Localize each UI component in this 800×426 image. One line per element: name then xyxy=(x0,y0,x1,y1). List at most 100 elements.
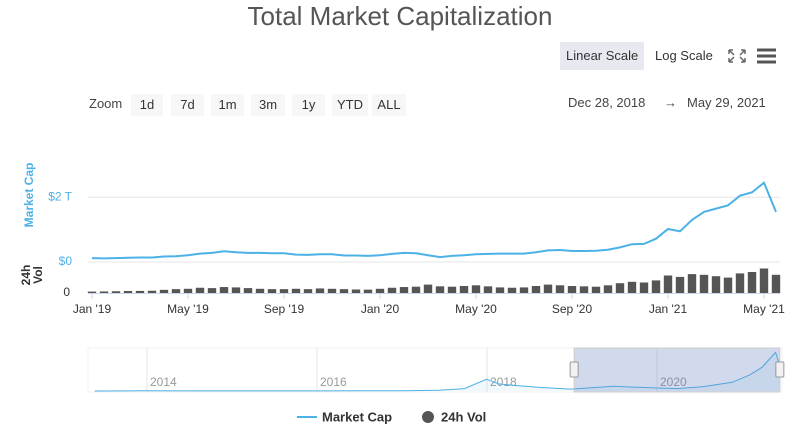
volume-bar xyxy=(495,287,505,293)
volume-bar xyxy=(423,284,433,293)
volume-bar xyxy=(243,288,253,293)
volume-bar xyxy=(555,285,565,293)
volume-bar xyxy=(159,289,169,293)
volume-bar xyxy=(351,289,361,293)
volume-bar xyxy=(267,289,277,293)
volume-bar xyxy=(327,288,337,293)
zoom-button[interactable]: 7d xyxy=(171,94,204,116)
volume-bar xyxy=(699,274,709,293)
fullscreen-icon[interactable] xyxy=(728,49,746,63)
volume-bar xyxy=(135,290,145,293)
volume-bar xyxy=(87,291,97,293)
date-from[interactable]: Dec 28, 2018 xyxy=(568,95,646,110)
volume-bar xyxy=(543,284,553,293)
volume-bar xyxy=(291,288,301,293)
x-tick-label: Sep '20 xyxy=(552,302,593,316)
date-to[interactable]: May 29, 2021 xyxy=(687,95,766,110)
volume-bar xyxy=(399,287,409,293)
volume-bar xyxy=(759,268,769,293)
volume-bar xyxy=(435,286,445,293)
zoom-button[interactable]: 1y xyxy=(292,94,325,116)
market-cap-line xyxy=(91,181,777,260)
volume-bar xyxy=(255,288,265,293)
legend-item[interactable]: Market Cap xyxy=(297,409,392,424)
volume-bar xyxy=(723,277,733,293)
volume-bar xyxy=(639,282,649,293)
x-tick-label: Jan '20 xyxy=(361,302,400,316)
volume-bar xyxy=(195,287,205,293)
zoom-button[interactable]: 1m xyxy=(211,94,244,116)
volume-bar xyxy=(507,287,517,293)
navigator-area xyxy=(94,352,780,391)
volume-bar xyxy=(123,291,133,293)
legend-symbol xyxy=(422,411,434,423)
x-tick-label: Sep '19 xyxy=(264,302,305,316)
y2-tick-label: 0 xyxy=(63,285,70,299)
legend-label: 24h Vol xyxy=(441,409,486,424)
volume-bar xyxy=(303,289,313,293)
zoom-label: Zoom xyxy=(89,96,123,111)
y-tick-label: $2 T xyxy=(48,189,72,203)
volume-bar xyxy=(771,274,781,293)
volume-bar xyxy=(315,288,325,293)
volume-bar xyxy=(663,275,673,293)
volume-bar xyxy=(387,287,397,293)
volume-bar xyxy=(459,286,469,293)
volume-bar xyxy=(375,288,385,293)
volume-bar xyxy=(147,290,157,293)
x-tick-label: May '20 xyxy=(455,302,497,316)
navigator-tick-label: 2020 xyxy=(660,375,687,389)
date-arrow: → xyxy=(664,95,677,110)
zoom-button[interactable]: YTD xyxy=(332,94,368,116)
volume-bar xyxy=(651,280,661,293)
volume-bar xyxy=(567,286,577,293)
volume-bar xyxy=(207,288,217,293)
volume-bar xyxy=(231,287,241,293)
scale-button[interactable]: Linear Scale xyxy=(560,42,645,70)
volume-bar xyxy=(219,287,229,293)
volume-bar xyxy=(747,272,757,293)
volume-bar xyxy=(591,286,601,293)
volume-bar xyxy=(531,286,541,293)
y-tick-label: $0 xyxy=(59,254,73,268)
zoom-button[interactable]: ALL xyxy=(372,94,406,116)
scale-button[interactable]: Log Scale xyxy=(655,48,713,63)
volume-bar xyxy=(411,286,421,293)
navigator-tick-label: 2016 xyxy=(320,375,347,389)
navigator-handle[interactable] xyxy=(569,361,579,378)
volume-bar xyxy=(519,287,529,293)
x-tick-label: Jan '21 xyxy=(649,302,688,316)
volume-bar xyxy=(735,273,745,293)
menu-icon[interactable] xyxy=(757,48,776,64)
chart-title: Total Market Capitalization xyxy=(247,1,553,31)
volume-bar xyxy=(471,285,481,293)
zoom-button[interactable]: 1d xyxy=(131,94,163,116)
legend-item[interactable]: 24h Vol xyxy=(422,409,486,424)
volume-bar xyxy=(627,281,637,293)
y2-axis-title: 24h Vol xyxy=(19,264,45,286)
zoom-button[interactable]: 3m xyxy=(251,94,285,116)
navigator-line xyxy=(94,351,781,392)
navigator-tick-label: 2014 xyxy=(150,375,177,389)
volume-bar xyxy=(615,283,625,293)
volume-bar xyxy=(711,276,721,293)
volume-bar xyxy=(579,286,589,293)
navigator-selection xyxy=(573,347,781,393)
x-tick-label: Jan '19 xyxy=(73,302,112,316)
x-tick-label: May '21 xyxy=(743,302,785,316)
y-axis-title: Market Cap xyxy=(22,162,36,228)
navigator-handle[interactable] xyxy=(775,361,785,378)
volume-bar xyxy=(111,291,121,293)
volume-bar xyxy=(483,286,493,293)
volume-bar xyxy=(171,289,181,293)
volume-bar xyxy=(675,276,685,293)
volume-bar xyxy=(339,289,349,293)
volume-bar xyxy=(183,288,193,293)
volume-bar xyxy=(447,286,457,293)
volume-bar xyxy=(603,285,613,293)
volume-bar xyxy=(279,289,289,293)
volume-bar xyxy=(99,291,109,293)
navigator-tick-label: 2018 xyxy=(490,375,517,389)
